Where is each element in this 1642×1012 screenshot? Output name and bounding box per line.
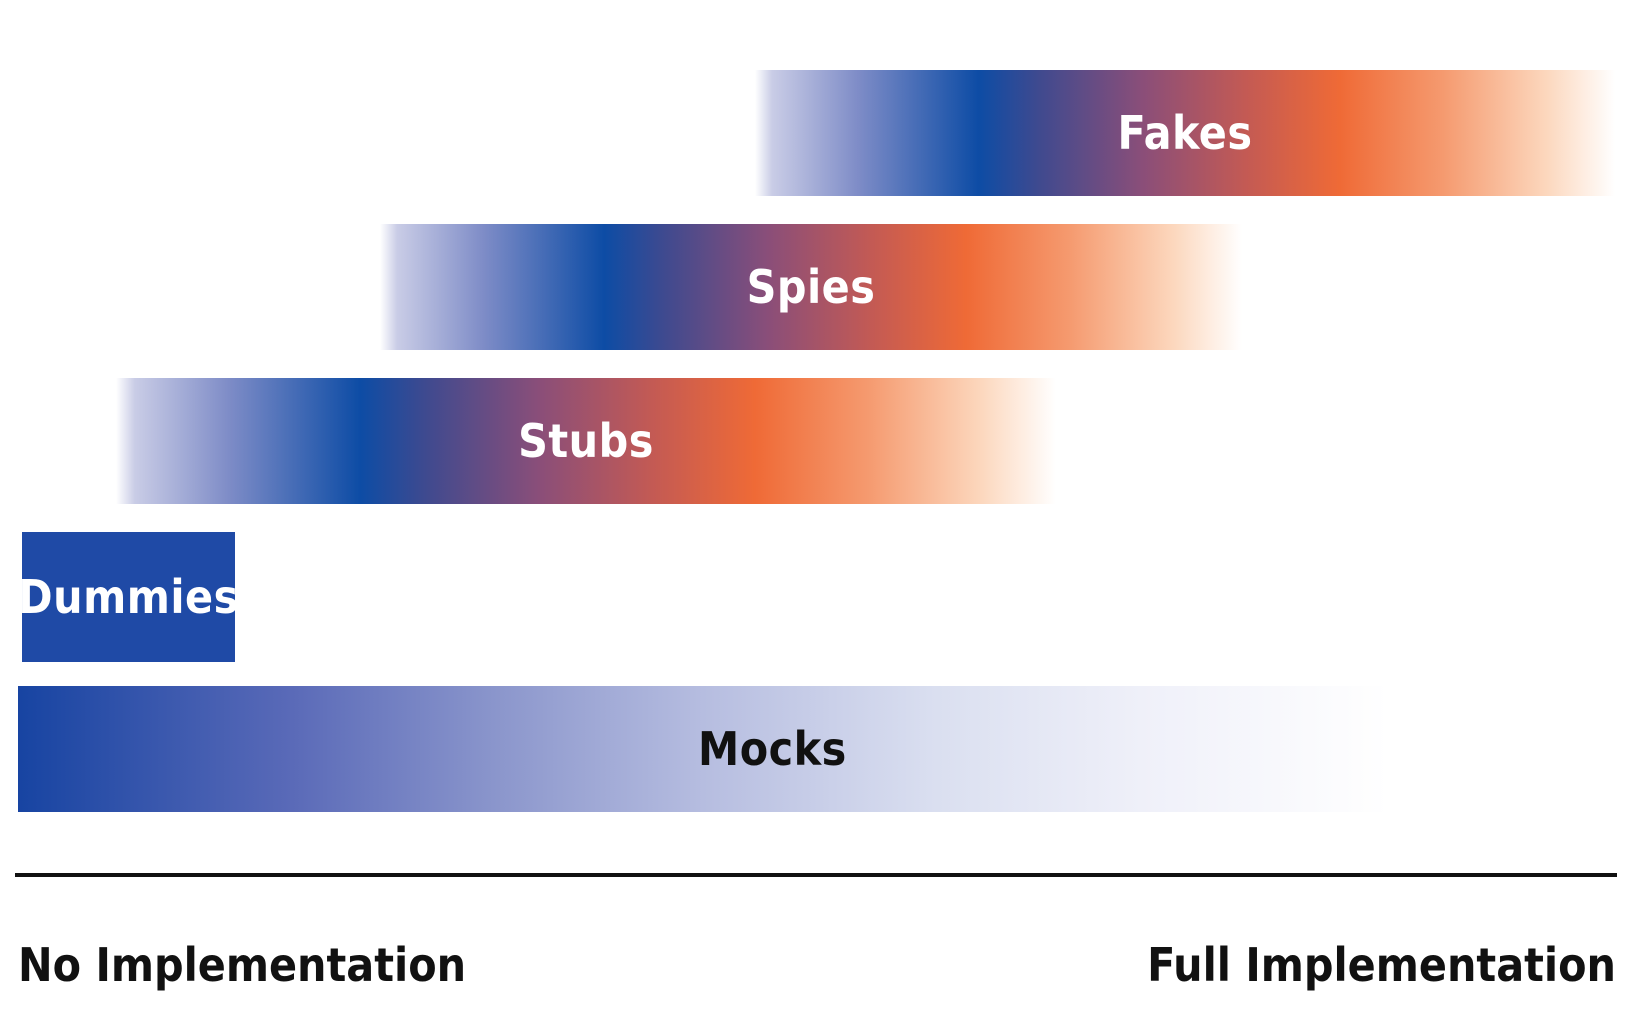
stubs-label: Stubs: [518, 414, 654, 468]
dummies-bar: Dummies: [18, 532, 238, 662]
axis-left-label: No Implementation: [18, 938, 467, 992]
fakes-label: Fakes: [1117, 106, 1253, 160]
fakes-bar: Fakes: [755, 70, 1615, 196]
spies-bar: Spies: [380, 224, 1242, 350]
axis-right-label: Full Implementation: [1147, 938, 1616, 992]
dummies-label: Dummies: [18, 570, 239, 624]
implementation-axis-line: [15, 873, 1617, 877]
mocks-bar: Mocks: [18, 686, 1388, 812]
stubs-bar: Stubs: [116, 378, 1056, 504]
spies-label: Spies: [746, 260, 876, 314]
mocks-label: Mocks: [698, 722, 847, 776]
